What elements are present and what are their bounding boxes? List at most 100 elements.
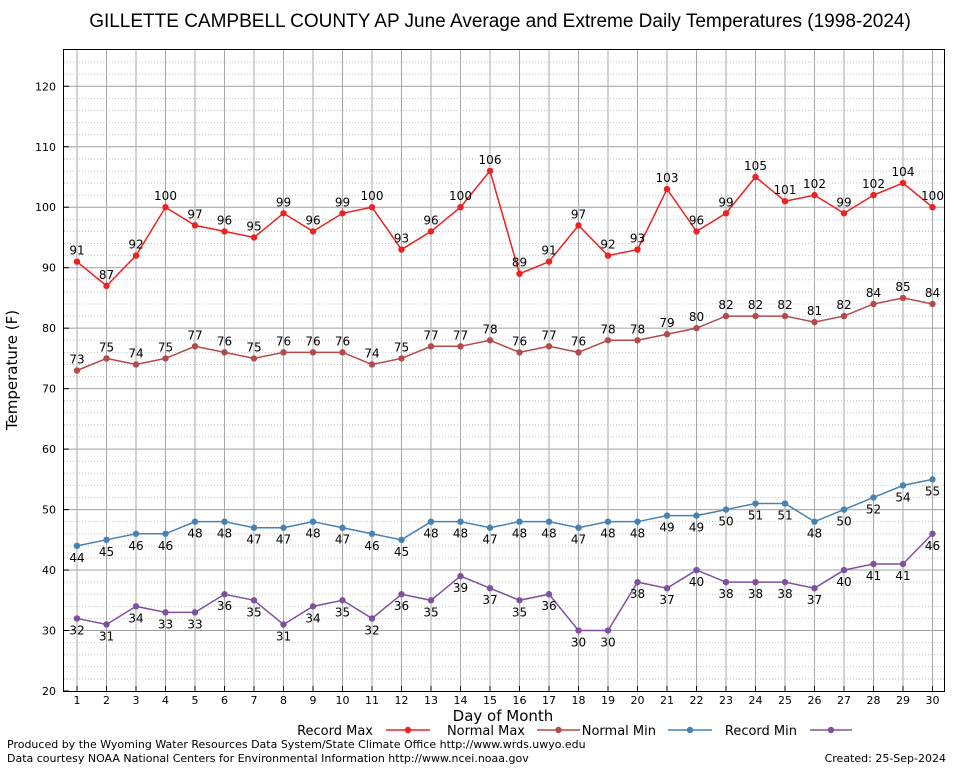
x-tick-label: 13	[424, 694, 438, 707]
normal-max-data-label: 76	[276, 334, 291, 348]
record-min-point	[191, 609, 199, 616]
record-min-point	[781, 578, 789, 586]
record-max-point	[368, 204, 376, 211]
normal-max-data-label: 75	[394, 340, 409, 354]
record-max-data-label: 99	[718, 195, 733, 209]
normal-max-point	[368, 361, 376, 368]
normal-max-point	[162, 355, 169, 362]
record-min-data-label: 37	[482, 593, 497, 607]
normal-min-data-label: 51	[748, 509, 763, 523]
record-max-data-label: 106	[479, 153, 502, 167]
record-min-data-label: 46	[925, 539, 940, 553]
record-min-data-label: 38	[777, 587, 792, 601]
x-axis-ticks: 1 2 3 4 5 6 7 8 9 10 11 12 13 14 15 16 17 18 19 20 21 22 23 24 2…	[74, 686, 940, 707]
normal-min-point	[398, 536, 405, 544]
record-max-data-label: 100	[361, 189, 384, 203]
x-tick-label: 7	[251, 694, 258, 707]
footer-created-date: Created: 25-Sep-2024	[825, 752, 946, 765]
x-tick-label: 17	[542, 694, 556, 707]
normal-min-point	[663, 512, 671, 519]
record-max-point	[132, 252, 140, 259]
normal-min-point	[899, 482, 907, 489]
record-max-point	[103, 282, 110, 290]
normal-min-data-label: 51	[777, 509, 792, 523]
normal-min-point	[221, 518, 228, 525]
normal-max-point	[339, 349, 346, 356]
record-min-line	[76, 533, 934, 632]
normal-max-data-label: 76	[335, 334, 350, 348]
normal-max-point	[899, 294, 907, 302]
normal-max-point	[132, 361, 140, 368]
record-max-data-label: 101	[774, 183, 797, 197]
normal-max-data-label: 73	[69, 353, 84, 367]
normal-min-data-label: 55	[925, 484, 940, 498]
record-max-point	[575, 222, 582, 229]
record-min-point	[280, 621, 287, 628]
y-tick-label: 100	[35, 201, 56, 214]
record-min-point	[73, 615, 81, 622]
record-min-point	[427, 597, 435, 604]
normal-max-point	[250, 355, 258, 362]
record-max-data-label: 105	[744, 159, 767, 173]
normal-max-data-label: 84	[925, 286, 940, 300]
legend-label-record-max: Record Max	[297, 724, 373, 739]
normal-min-point	[545, 518, 553, 525]
record-min-data-label: 38	[748, 587, 763, 601]
x-tick-label: 5	[192, 694, 199, 707]
record-min-data-label: 35	[246, 605, 261, 619]
normal-max-point	[457, 343, 464, 350]
x-tick-label: 27	[837, 694, 851, 707]
record-min-data-label: 36	[394, 599, 409, 613]
record-max-data-label: 97	[187, 207, 202, 221]
normal-min-point	[752, 500, 759, 507]
normal-max-series: 73 75 74 75 77 76 75 76 76 76 74 75 77 77 78 76 77 76 78 78…	[69, 280, 940, 374]
normal-min-point	[870, 494, 877, 501]
record-min-data-label: 37	[659, 593, 674, 607]
y-tick-label: 20	[42, 685, 56, 698]
x-tick-label: 28	[867, 694, 881, 707]
normal-min-line	[76, 478, 933, 547]
normal-max-data-label: 78	[482, 322, 497, 336]
record-max-point	[339, 210, 346, 217]
record-min-point	[457, 572, 464, 580]
normal-min-data-label: 52	[866, 502, 881, 516]
normal-min-point	[604, 518, 612, 525]
normal-max-data-label: 80	[689, 310, 704, 324]
record-min-point	[575, 627, 582, 634]
x-tick-label: 19	[601, 694, 615, 707]
x-tick-label: 21	[660, 694, 674, 707]
record-max-data-label: 95	[246, 219, 261, 233]
x-axis-label: Day of Month	[453, 707, 554, 725]
normal-max-point	[221, 349, 228, 356]
normal-min-point	[162, 530, 169, 537]
normal-max-data-label: 77	[541, 328, 556, 342]
normal-min-data-label: 49	[689, 521, 704, 535]
record-max-point	[250, 234, 258, 241]
normal-max-point	[191, 343, 199, 350]
record-min-data-label: 30	[600, 636, 615, 650]
normal-max-data-label: 81	[807, 304, 822, 318]
normal-max-data-label: 74	[364, 346, 379, 360]
normal-max-line	[76, 297, 933, 372]
normal-min-data-label: 50	[836, 515, 851, 529]
normal-min-data-label: 45	[394, 545, 409, 559]
x-tick-label: 22	[690, 694, 704, 707]
x-tick-label: 18	[572, 694, 586, 707]
record-max-data-label: 99	[836, 195, 851, 209]
x-tick-label: 16	[513, 694, 527, 707]
record-max-data-label: 99	[276, 195, 291, 209]
normal-min-data-label: 46	[128, 539, 143, 553]
record-max-data-label: 96	[689, 213, 704, 227]
record-min-data-label: 38	[630, 587, 645, 601]
normal-min-data-label: 48	[453, 527, 468, 541]
normal-min-data-label: 47	[246, 533, 261, 547]
record-min-point	[870, 560, 877, 568]
normal-min-point	[722, 506, 730, 513]
x-tick-label: 4	[162, 694, 169, 707]
normal-max-point	[811, 318, 818, 326]
normal-min-point	[811, 518, 818, 525]
normal-max-data-label: 77	[423, 328, 438, 342]
legend-swatch-marker-record-max	[404, 726, 412, 734]
x-tick-label: 6	[221, 694, 228, 707]
normal-max-data-label: 76	[217, 334, 232, 348]
